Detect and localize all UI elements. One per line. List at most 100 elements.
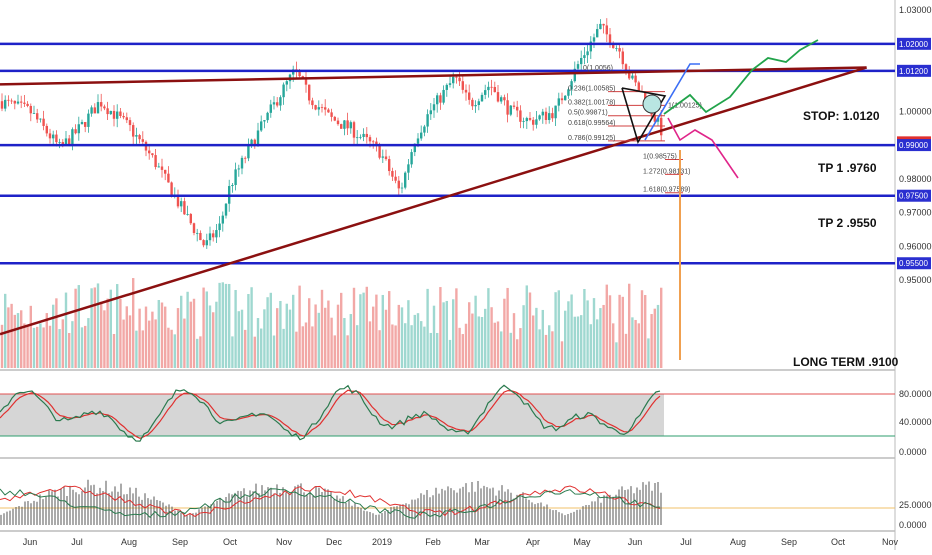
volume-bar — [564, 310, 567, 368]
volume-bar — [128, 315, 132, 368]
candle-body — [464, 89, 468, 93]
volume-bar — [343, 318, 346, 368]
volume-bar — [279, 300, 282, 368]
volume-bar — [487, 288, 490, 368]
candle-body — [36, 113, 39, 120]
volume-bar — [589, 324, 592, 368]
volume-bar — [58, 329, 61, 368]
candle-body — [199, 232, 202, 241]
volume-bar — [148, 320, 151, 368]
candle-body — [167, 173, 170, 183]
volume-bar — [615, 342, 618, 368]
candle-body — [23, 102, 26, 104]
candle-body — [10, 100, 13, 102]
volume-bar — [436, 332, 439, 368]
candle-body — [154, 155, 157, 168]
price-tag — [897, 139, 931, 152]
candle-body — [96, 102, 100, 114]
candle-body — [506, 100, 509, 115]
volume-bar — [266, 297, 269, 368]
volume-bar — [77, 285, 80, 368]
price-axis: 1.030001.020001.012001.000000.990810.990… — [897, 5, 932, 530]
volume-bar — [413, 314, 416, 368]
volume-bar — [202, 287, 205, 368]
time-tick-label: May — [573, 537, 591, 547]
candle-body — [148, 150, 151, 154]
candle-body — [560, 98, 564, 101]
candle-body — [32, 113, 36, 114]
time-tick-label: Dec — [326, 537, 343, 547]
time-tick-label: Sep — [172, 537, 188, 547]
stoch-d-line — [0, 389, 661, 439]
volume-bar — [493, 322, 496, 368]
candle-body — [39, 118, 42, 120]
candle-body — [157, 166, 160, 168]
volume-bar — [464, 323, 468, 368]
volume-bar — [506, 287, 509, 368]
volume-bar — [560, 341, 564, 368]
candle-body — [538, 115, 541, 120]
candle-body — [580, 57, 583, 65]
candle-body — [445, 84, 448, 90]
candle-body — [151, 153, 154, 156]
volume-bar — [231, 336, 234, 368]
candle-body — [624, 64, 628, 72]
stoch-k-line — [0, 384, 661, 442]
volume-bar — [138, 308, 141, 368]
volume-bar — [87, 318, 90, 368]
candle-body — [20, 101, 23, 103]
candle-body — [474, 105, 477, 107]
candle-body — [192, 223, 196, 233]
volume-bar — [327, 300, 330, 368]
fib-label: 1.618(0.97589) — [643, 187, 690, 194]
long-term-annotation: LONG TERM .9100 — [793, 355, 899, 369]
volume-bar — [378, 330, 381, 368]
volume-bar — [103, 310, 106, 368]
volume-bar — [74, 288, 77, 368]
candle-body — [461, 81, 464, 90]
volume-bar — [224, 283, 228, 368]
trendline — [0, 66, 867, 86]
volume-bar — [400, 307, 404, 368]
price-tag — [897, 37, 931, 50]
volume-bar — [538, 329, 541, 368]
candle-body — [320, 107, 324, 108]
candle-body — [576, 64, 580, 69]
candle-body — [74, 129, 77, 134]
volume-bar — [420, 321, 423, 368]
candle-body — [231, 185, 234, 187]
candle-body — [196, 232, 199, 234]
candle-body — [176, 195, 180, 207]
volume-bar — [477, 316, 480, 368]
volume-bar — [52, 304, 55, 368]
volume-bar — [340, 292, 343, 368]
candle-body — [112, 110, 116, 119]
candle-body — [628, 71, 631, 79]
volume-bar — [365, 286, 368, 368]
volume-bar — [109, 289, 112, 368]
volume-bar — [84, 325, 87, 368]
candle-body — [400, 187, 404, 189]
indicator-tick-label: 0.0000 — [899, 520, 927, 530]
indicator-tick-label: 80.0000 — [899, 389, 932, 399]
candle-body — [618, 48, 621, 52]
price-tick-label: 0.97000 — [899, 208, 932, 218]
volume-bar — [346, 335, 349, 368]
stoch-band — [0, 394, 664, 436]
volume-bar — [496, 321, 500, 368]
volume-bar — [10, 303, 13, 368]
candle-body — [599, 23, 602, 30]
volume-bar — [164, 306, 167, 368]
candle-body — [87, 113, 90, 127]
volume-bar — [298, 285, 301, 368]
volume-bar — [157, 300, 160, 368]
volume-bar — [490, 307, 493, 368]
candle-body — [64, 138, 68, 145]
candle-body — [125, 117, 128, 121]
candle-body — [4, 99, 7, 109]
volume-bar — [36, 326, 39, 368]
candle-body — [269, 104, 272, 113]
candle-body — [535, 119, 538, 125]
candle-body — [186, 214, 189, 215]
